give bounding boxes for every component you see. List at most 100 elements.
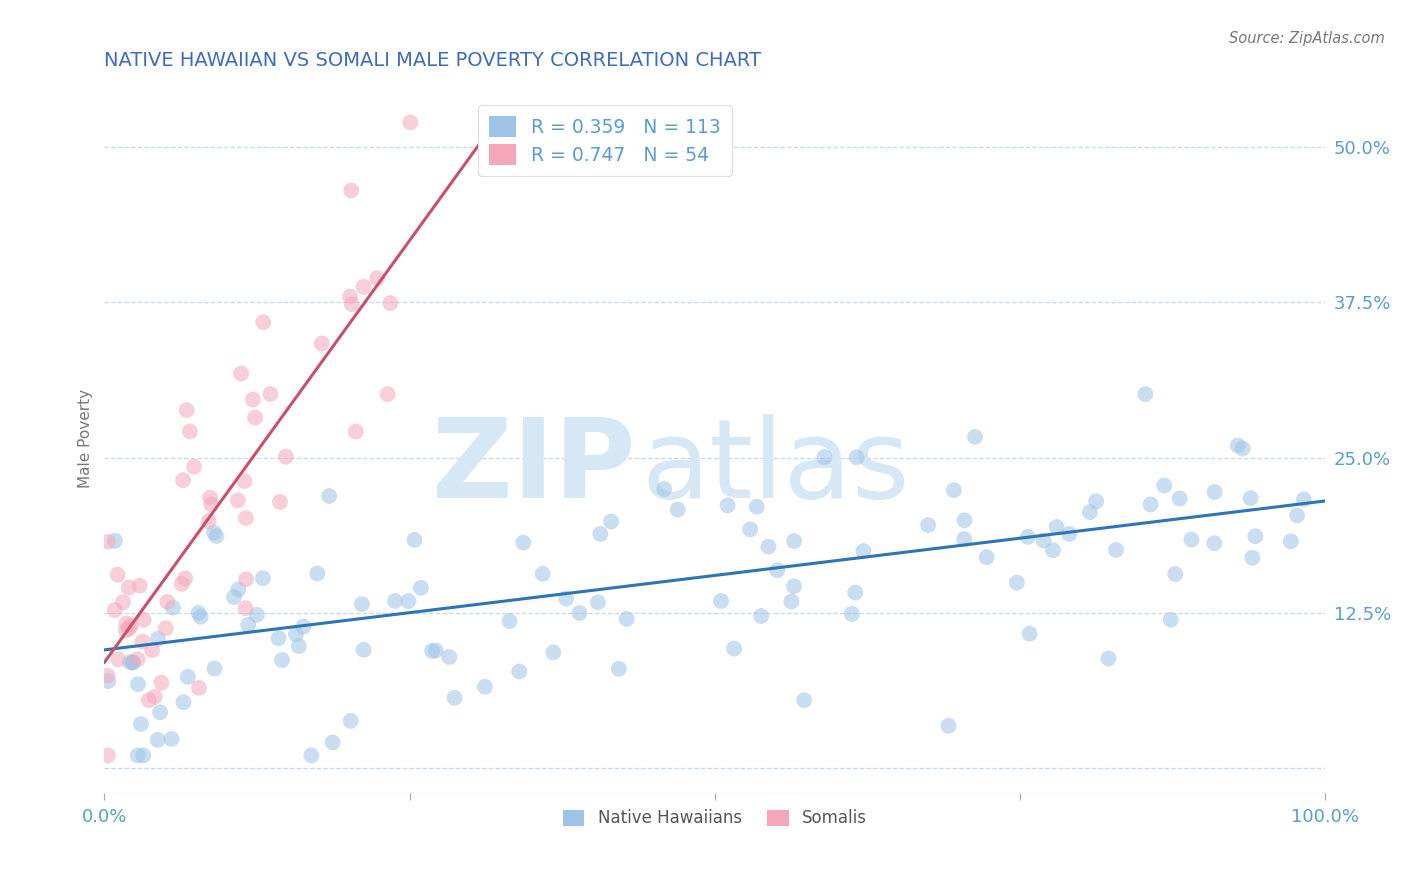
Point: [380, 296, 402, 310]
Point: [299, 748, 322, 763]
Point: [976, 550, 998, 565]
Point: [589, 527, 612, 541]
Point: [131, 634, 153, 648]
Point: [172, 473, 194, 487]
Text: Source: ZipAtlas.com: Source: ZipAtlas.com: [1229, 31, 1385, 46]
Point: [339, 289, 361, 303]
Point: [425, 643, 447, 657]
Point: [917, 518, 939, 533]
Point: [311, 336, 333, 351]
Point: [340, 297, 363, 311]
Point: [155, 621, 177, 635]
Point: [353, 280, 375, 294]
Point: [284, 627, 307, 641]
Point: [118, 622, 141, 636]
Point: [322, 735, 344, 749]
Point: [353, 642, 375, 657]
Point: [409, 581, 432, 595]
Point: [1204, 485, 1226, 500]
Point: [1164, 567, 1187, 582]
Point: [188, 681, 211, 695]
Point: [508, 665, 530, 679]
Point: [568, 606, 591, 620]
Point: [963, 430, 986, 444]
Point: [600, 515, 623, 529]
Point: [122, 656, 145, 670]
Point: [259, 387, 281, 401]
Point: [267, 631, 290, 645]
Point: [758, 540, 780, 554]
Point: [1160, 613, 1182, 627]
Point: [1180, 533, 1202, 547]
Point: [238, 617, 260, 632]
Point: [128, 579, 150, 593]
Point: [1153, 478, 1175, 492]
Point: [953, 532, 976, 546]
Text: NATIVE HAWAIIAN VS SOMALI MALE POVERTY CORRELATION CHART: NATIVE HAWAIIAN VS SOMALI MALE POVERTY C…: [104, 51, 762, 70]
Point: [104, 533, 127, 548]
Point: [129, 717, 152, 731]
Point: [1032, 533, 1054, 548]
Point: [170, 576, 193, 591]
Point: [156, 595, 179, 609]
Point: [162, 600, 184, 615]
Point: [246, 607, 269, 622]
Point: [288, 639, 311, 653]
Point: [780, 594, 803, 608]
Point: [531, 566, 554, 581]
Point: [555, 591, 578, 606]
Point: [160, 731, 183, 746]
Point: [190, 609, 212, 624]
Point: [183, 459, 205, 474]
Point: [396, 594, 419, 608]
Point: [173, 695, 195, 709]
Point: [107, 652, 129, 666]
Point: [710, 594, 733, 608]
Point: [1226, 438, 1249, 452]
Point: [146, 632, 169, 646]
Text: ZIP: ZIP: [432, 414, 636, 521]
Point: [953, 513, 976, 527]
Point: [498, 614, 520, 628]
Point: [666, 502, 689, 516]
Point: [292, 619, 315, 633]
Point: [543, 645, 565, 659]
Point: [339, 714, 361, 728]
Text: atlas: atlas: [641, 414, 910, 521]
Point: [938, 719, 960, 733]
Point: [120, 619, 142, 633]
Point: [1168, 491, 1191, 506]
Point: [1244, 529, 1267, 543]
Point: [344, 425, 367, 439]
Point: [1059, 527, 1081, 541]
Point: [443, 690, 465, 705]
Point: [377, 387, 399, 401]
Point: [97, 669, 120, 683]
Point: [1204, 536, 1226, 550]
Point: [222, 590, 245, 604]
Point: [235, 511, 257, 525]
Point: [1085, 494, 1108, 508]
Point: [745, 500, 768, 514]
Point: [404, 533, 426, 547]
Point: [269, 495, 291, 509]
Point: [176, 403, 198, 417]
Point: [235, 601, 257, 615]
Point: [1135, 387, 1157, 401]
Point: [127, 748, 149, 763]
Point: [174, 571, 197, 585]
Point: [132, 613, 155, 627]
Point: [1097, 651, 1119, 665]
Point: [439, 650, 461, 665]
Point: [616, 612, 638, 626]
Point: [271, 653, 294, 667]
Point: [202, 525, 225, 540]
Point: [942, 483, 965, 497]
Point: [1105, 542, 1128, 557]
Point: [844, 585, 866, 599]
Point: [118, 581, 141, 595]
Point: [1078, 505, 1101, 519]
Point: [652, 482, 675, 496]
Point: [1279, 534, 1302, 549]
Point: [813, 450, 835, 464]
